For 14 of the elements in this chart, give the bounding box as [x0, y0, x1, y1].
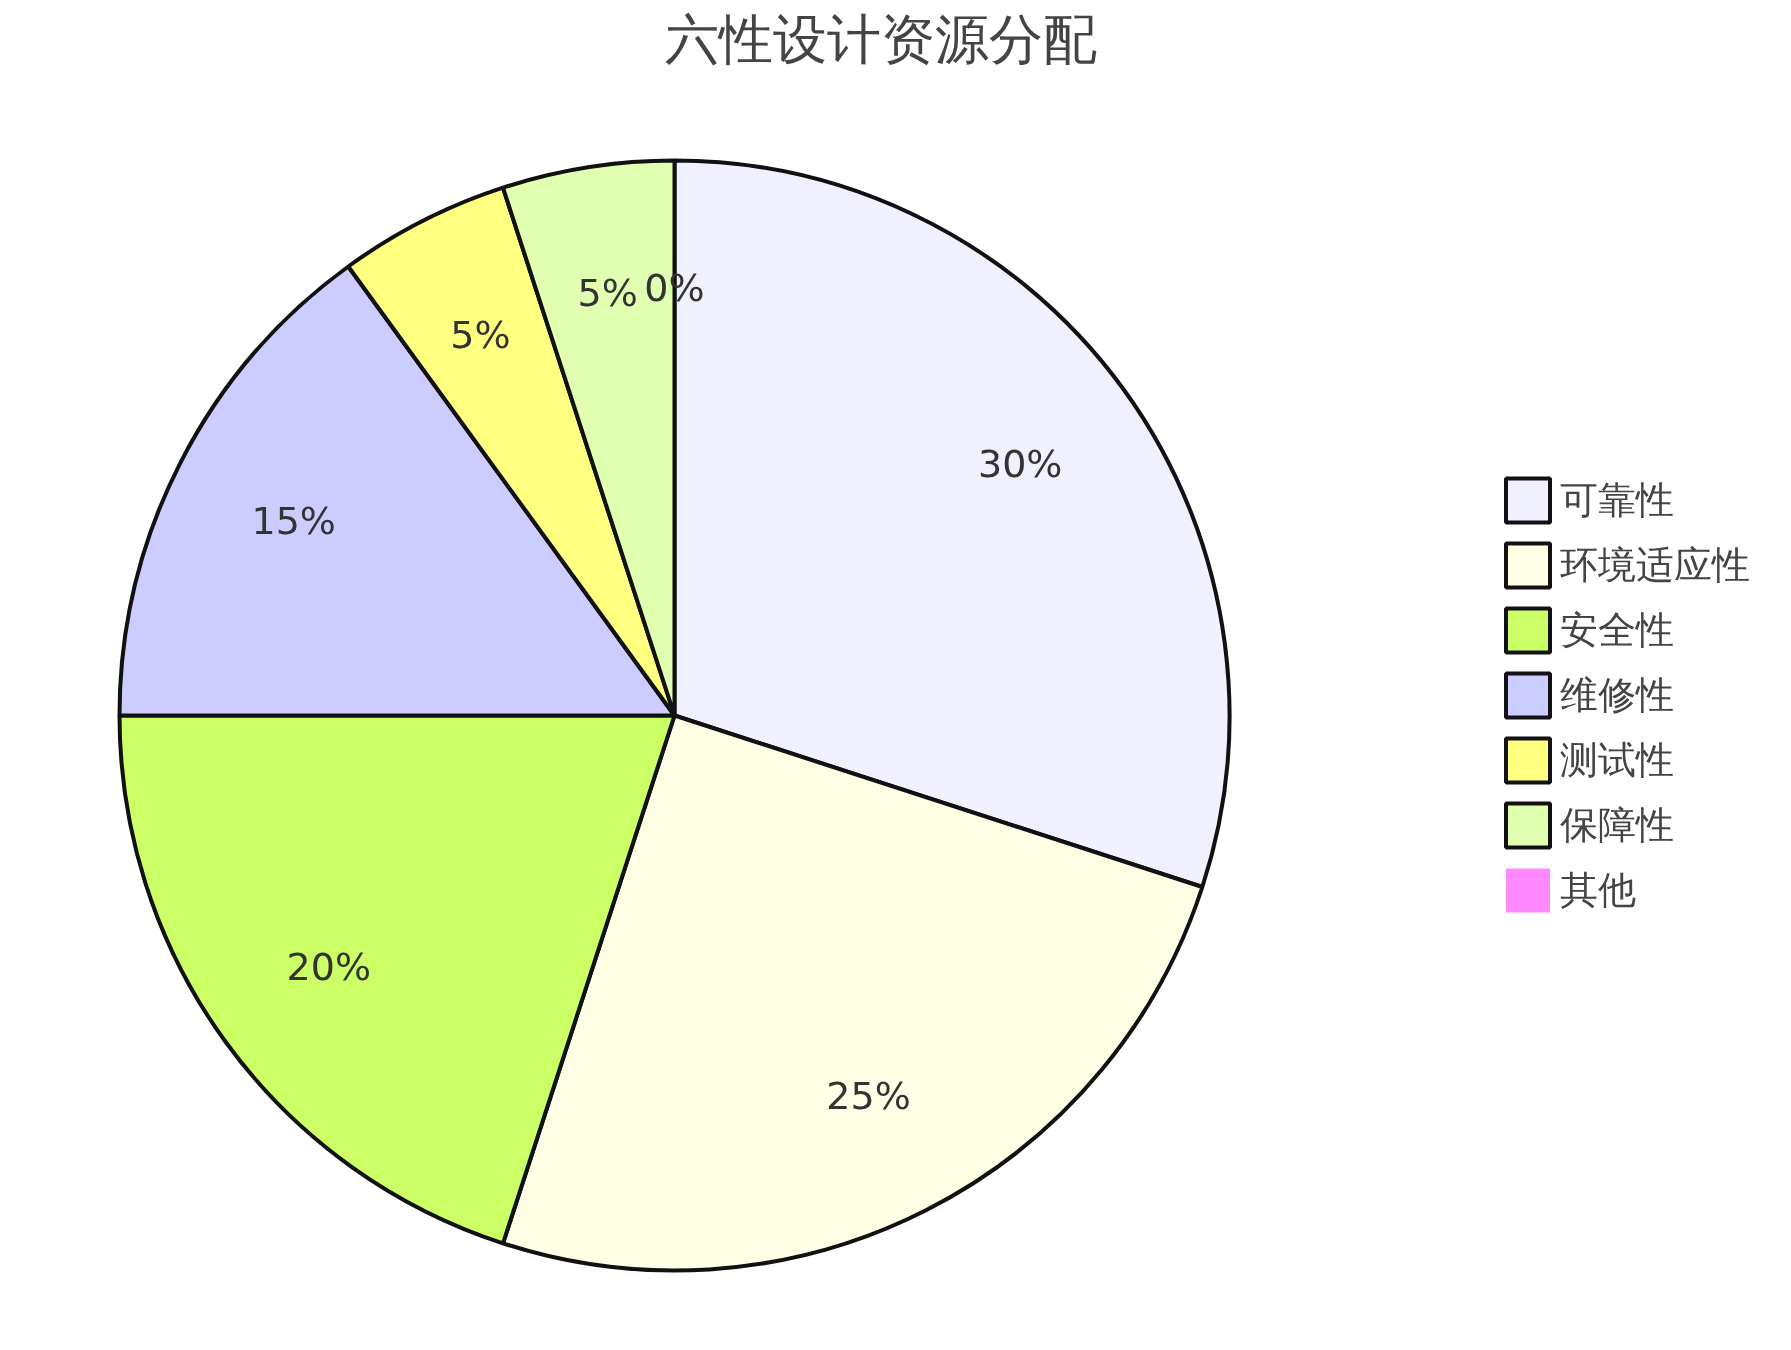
legend-label: 测试性 [1560, 736, 1674, 784]
legend-label: 保障性 [1560, 801, 1674, 849]
legend-label: 可靠性 [1560, 476, 1674, 524]
data-label: 30% [978, 442, 1063, 487]
legend-label: 安全性 [1560, 606, 1674, 654]
data-label: 15% [251, 499, 336, 544]
data-label: 20% [286, 944, 371, 989]
legend-label: 其他 [1560, 866, 1636, 914]
chart-title: 六性设计资源分配 [664, 7, 1097, 71]
data-label: 25% [826, 1074, 911, 1119]
legend-label: 环境适应性 [1560, 541, 1750, 589]
data-label: 5% [450, 312, 511, 357]
legend-label: 维修性 [1560, 671, 1674, 719]
data-label: 5% [577, 271, 638, 316]
